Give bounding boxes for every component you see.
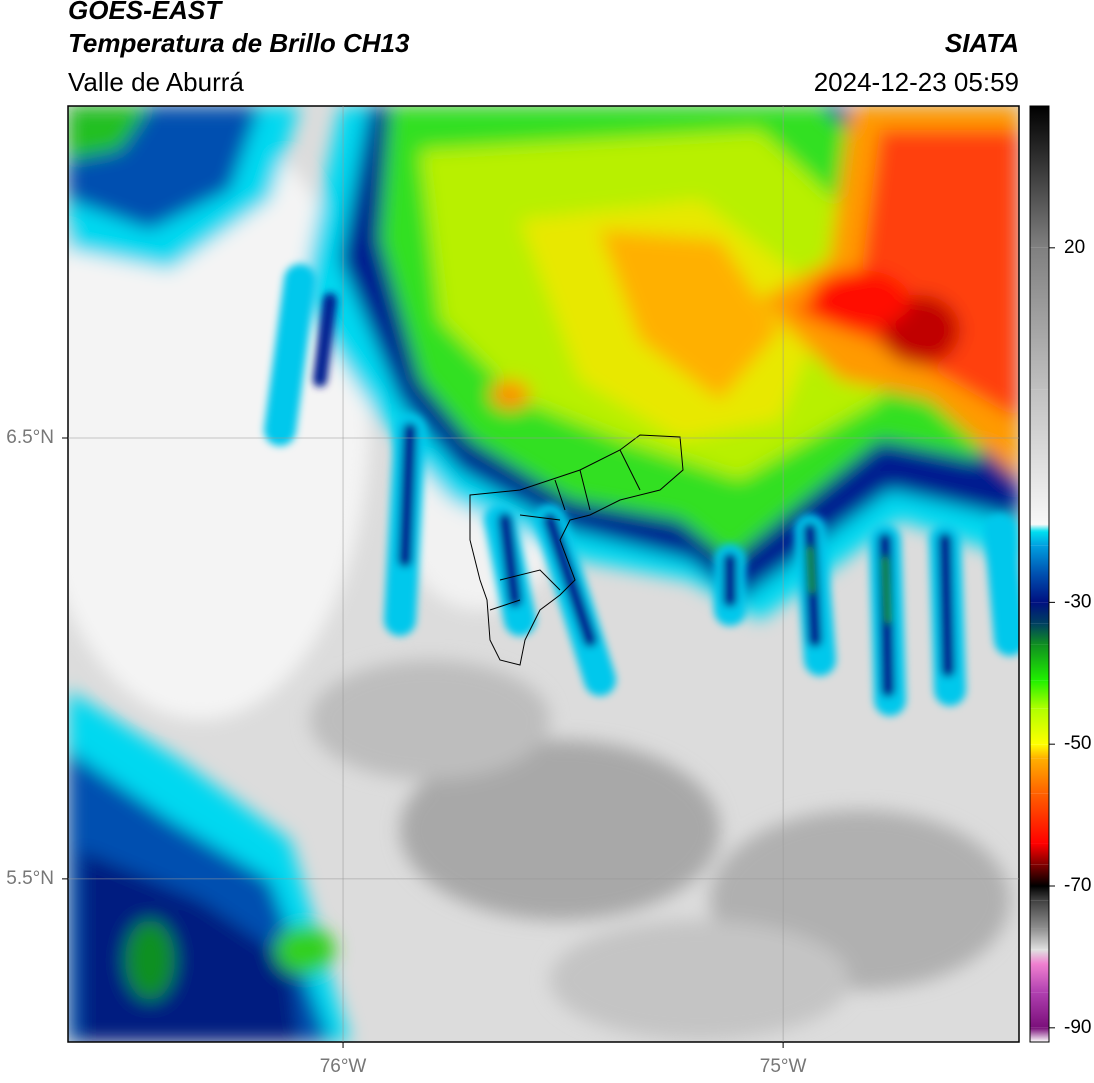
colorbar-tick-label: 20 (1064, 237, 1085, 258)
source: SIATA (945, 28, 1019, 58)
y-tick-label: 6.5°N (6, 427, 54, 448)
colorbar-tick-label: -90 (1064, 1017, 1091, 1038)
colorbar-segment (1030, 680, 1049, 709)
datetime: 2024-12-23 05:59 (814, 67, 1019, 97)
colorbar-segment (1030, 106, 1049, 248)
y-tick-label: 5.5°N (6, 868, 54, 889)
colorbar-segment (1030, 900, 1049, 929)
colorbar-segment (1030, 843, 1049, 865)
colorbar-segment (1030, 708, 1049, 745)
valley-boundary (469, 434, 684, 666)
colorbar-segment (1030, 744, 1049, 759)
colorbar-segment (1030, 247, 1049, 390)
colorbar-frame (1029, 105, 1050, 1043)
colorbar-tick-label: -70 (1064, 875, 1091, 896)
colorbar-segment (1030, 949, 1049, 964)
colorbar-segment (1030, 524, 1049, 532)
colorbar-tick-label: -30 (1064, 591, 1091, 612)
colorbar-segment (1030, 793, 1049, 844)
colorbar-segment (1030, 623, 1049, 645)
colorbar-segment (1030, 992, 1049, 1028)
colorbar-segment (1030, 928, 1049, 950)
map-frame (67, 105, 1020, 1043)
colorbar-segment (1030, 758, 1049, 794)
title: GOES-EAST (68, 0, 223, 25)
subtitle: Temperatura de Brillo CH13 (68, 28, 410, 58)
region: Valle de Aburrá (68, 67, 244, 97)
x-tick-label: 75°W (760, 1056, 807, 1077)
colorbar-segment (1030, 1027, 1049, 1042)
colorbar-segment (1030, 545, 1049, 574)
colorbar-tick-label: -50 (1064, 733, 1091, 754)
satellite-image (68, 106, 1019, 1042)
x-tick-label: 76°W (320, 1056, 367, 1077)
colorbar-segment (1030, 574, 1049, 603)
colorbar-segment (1030, 602, 1049, 624)
colorbar-segment (1030, 531, 1049, 546)
colorbar-segment (1030, 864, 1049, 886)
colorbar-segment (1030, 389, 1049, 525)
colorbar-segment (1030, 886, 1049, 901)
colorbar-segment (1030, 964, 1049, 993)
colorbar-segment (1030, 644, 1049, 681)
